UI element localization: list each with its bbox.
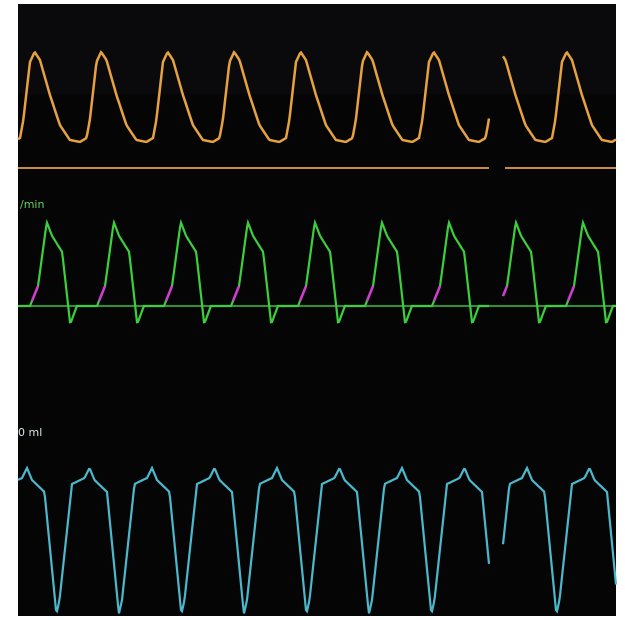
page: {"labels": {"flow_unit": "/min", "volume…	[0, 0, 625, 620]
flow-unit-label: /min	[20, 198, 44, 211]
monitor-photo: /min 0 ml	[0, 0, 625, 620]
volume-unit-label: 0 ml	[18, 426, 42, 439]
screen-glare	[18, 4, 616, 94]
